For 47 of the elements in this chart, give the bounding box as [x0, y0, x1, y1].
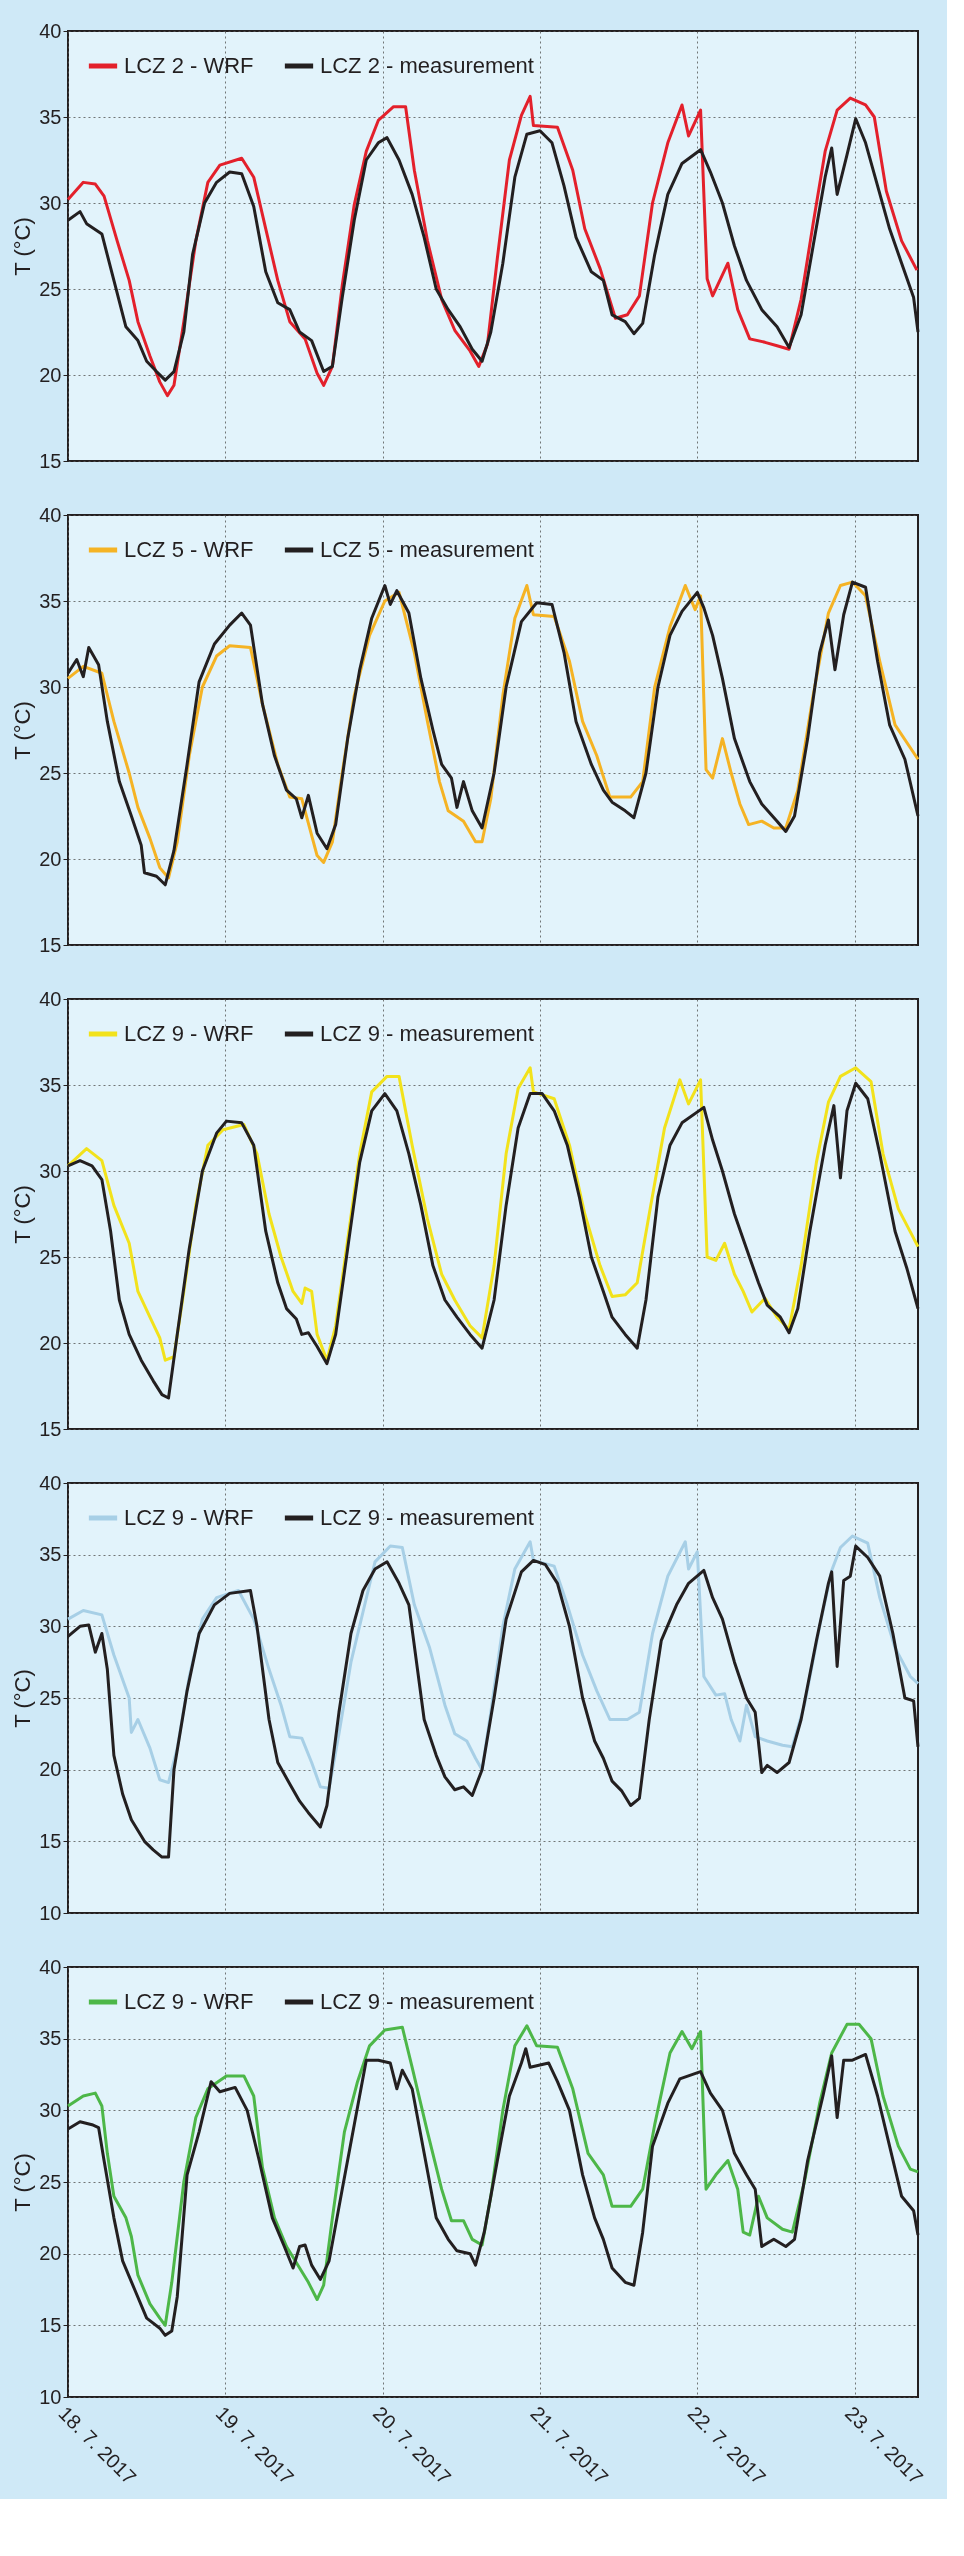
- y-tick-label: 25: [39, 1686, 62, 1709]
- y-tick-label: 20: [39, 1758, 62, 1781]
- y-tick-label: 40: [39, 1471, 62, 1494]
- y-tick-label: 10: [39, 1901, 62, 1924]
- y-tick-label: 30: [39, 1159, 62, 1182]
- y-tick-label: 35: [39, 105, 62, 128]
- y-tick-label: 40: [39, 503, 62, 526]
- legend-label: LCZ 5 - WRF: [124, 537, 254, 562]
- y-tick-label: 40: [39, 1955, 62, 1978]
- y-tick-label: 15: [39, 1417, 62, 1440]
- y-tick-label: 35: [39, 1073, 62, 1096]
- y-tick-label: 15: [39, 449, 62, 472]
- legend-label: LCZ 5 - measurement: [320, 537, 534, 562]
- legend-label: LCZ 9 - measurement: [320, 1021, 534, 1046]
- y-tick-label: 25: [39, 2170, 62, 2193]
- y-tick-label: 40: [39, 987, 62, 1010]
- y-tick-label: 20: [39, 847, 62, 870]
- y-tick-label: 25: [39, 761, 62, 784]
- y-axis-title: T (°C): [10, 1669, 36, 1728]
- legend-label: LCZ 9 - measurement: [320, 1989, 534, 2014]
- y-tick-label: 20: [39, 1331, 62, 1354]
- y-tick-label: 30: [39, 675, 62, 698]
- legend-label: LCZ 2 - measurement: [320, 53, 534, 78]
- y-tick-label: 30: [39, 191, 62, 214]
- legend-label: LCZ 9 - WRF: [124, 1021, 254, 1046]
- legend-label: LCZ 9 - WRF: [124, 1505, 254, 1530]
- y-tick-label: 35: [39, 589, 62, 612]
- y-tick-label: 10: [39, 2385, 62, 2408]
- y-axis-title: T (°C): [10, 701, 36, 760]
- y-tick-label: 30: [39, 1614, 62, 1637]
- y-tick-label: 30: [39, 2098, 62, 2121]
- y-tick-label: 15: [39, 1829, 62, 1852]
- y-tick-label: 35: [39, 1543, 62, 1566]
- legend-label: LCZ 9 - WRF: [124, 1989, 254, 2014]
- y-tick-label: 25: [39, 277, 62, 300]
- y-tick-label: 35: [39, 2027, 62, 2050]
- y-tick-label: 25: [39, 1245, 62, 1268]
- y-tick-label: 20: [39, 363, 62, 386]
- y-axis-title: T (°C): [10, 217, 36, 276]
- legend-label: LCZ 9 - measurement: [320, 1505, 534, 1530]
- y-axis-title: T (°C): [10, 2153, 36, 2212]
- y-tick-label: 15: [39, 2313, 62, 2336]
- y-tick-label: 20: [39, 2242, 62, 2265]
- y-axis-title: T (°C): [10, 1185, 36, 1244]
- y-tick-label: 15: [39, 933, 62, 956]
- y-tick-label: 40: [39, 19, 62, 42]
- legend-label: LCZ 2 - WRF: [124, 53, 254, 78]
